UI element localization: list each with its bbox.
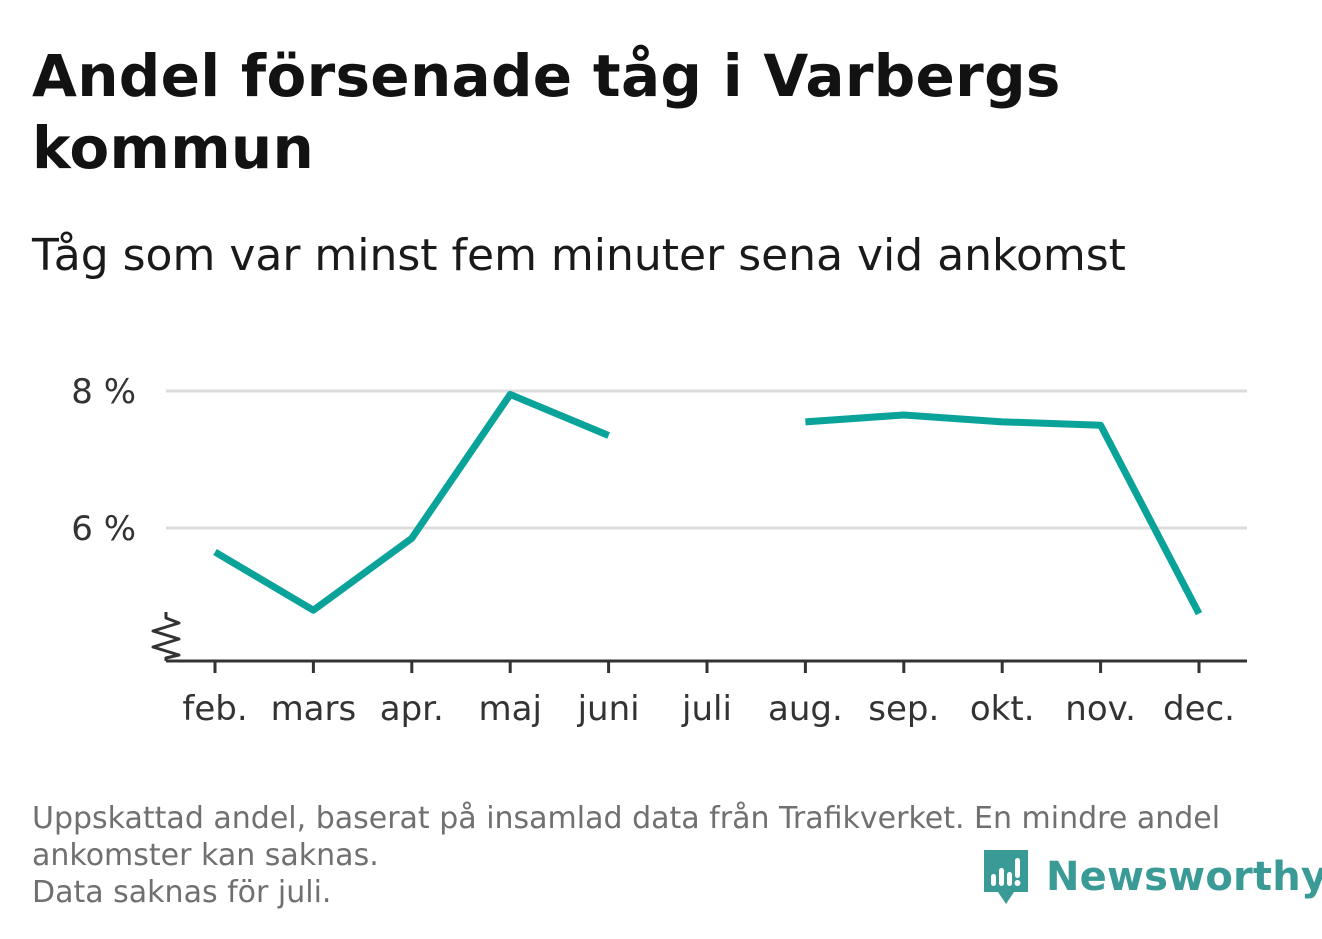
chart-subtitle: Tåg som var minst fem minuter sena vid a… (32, 230, 1126, 281)
series-line-segment (213, 390, 610, 614)
x-tick-label: dec. (1163, 689, 1235, 729)
x-tick-label: juli (681, 689, 732, 729)
brand-name: Newsworthy (1046, 854, 1322, 900)
line-chart: 6 % 8 % feb. mars apr. maj juni juli aug. sep. ok… (71, 372, 1247, 729)
x-tick-label: sep. (868, 689, 939, 729)
x-tick-label: apr. (380, 689, 444, 729)
x-tick-label: maj (478, 689, 541, 729)
axis-break-marker (151, 612, 181, 661)
x-tick-label: okt. (970, 689, 1035, 729)
y-tick-label: 8 % (71, 372, 136, 412)
footnote-line-1: Uppskattad andel, baserat på insamlad da… (32, 801, 1221, 873)
newsworthy-logo-icon (984, 850, 1028, 904)
chart-title: Andel försenade tåg i Varbergs kommun (32, 42, 1061, 182)
series-line-segment (805, 411, 1203, 616)
x-tick-label: nov. (1065, 689, 1136, 729)
x-tick-label: aug. (768, 689, 843, 729)
footnote: Uppskattad andel, baserat på insamlad da… (32, 800, 1282, 911)
x-tick-label: feb. (182, 689, 247, 729)
y-tick-label: 6 % (71, 509, 136, 549)
brand-logo: Newsworthy (980, 846, 1322, 908)
footnote-line-2: Data saknas för juli. (32, 875, 332, 910)
x-tick-label: mars (271, 689, 357, 729)
x-tick-label: juni (577, 689, 640, 729)
